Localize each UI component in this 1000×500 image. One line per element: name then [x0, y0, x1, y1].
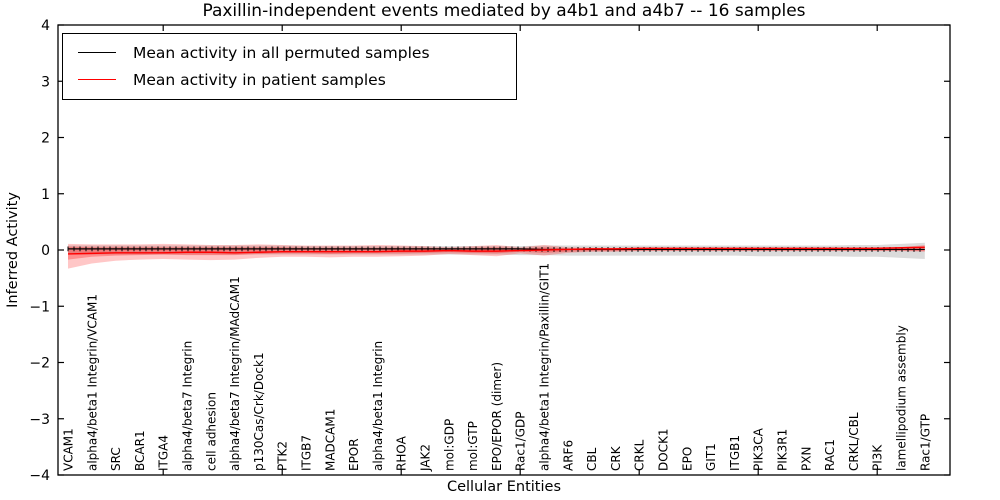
x-tick-label: CRK	[609, 445, 623, 471]
x-axis-label: Cellular Entities	[446, 479, 562, 495]
x-tick-label: DOCK1	[657, 428, 671, 471]
legend: Mean activity in all permuted samples Me…	[62, 33, 517, 100]
x-tick-label: RAC1	[823, 439, 837, 471]
x-tick-label: EPO	[680, 447, 694, 471]
legend-entry-patient: Mean activity in patient samples	[63, 66, 516, 93]
x-tick-label: lamellipodium assembly	[895, 325, 909, 471]
y-tick-label: 1	[41, 187, 50, 203]
y-axis-label: Inferred Activity	[5, 192, 21, 308]
x-tick-label: ITGB7	[300, 435, 314, 471]
legend-label: Mean activity in patient samples	[133, 70, 386, 89]
x-tick-label: MADCAM1	[323, 409, 337, 471]
x-tick-label: alpha4/beta7 Integrin/MAdCAM1	[228, 276, 242, 471]
x-tick-label: EPOR	[347, 438, 361, 471]
y-tick-label: −2	[29, 356, 50, 372]
x-tick-label: alpha4/beta1 Integrin	[371, 341, 385, 471]
legend-line-sample-red	[78, 79, 116, 80]
x-tick-label: EPO/EPOR (dimer)	[490, 362, 504, 471]
legend-label: Mean activity in all permuted samples	[133, 43, 430, 62]
y-tick-label: 0	[41, 243, 50, 259]
y-tick-label: 3	[41, 74, 50, 90]
x-tick-label: RHOA	[395, 435, 409, 471]
x-tick-label: alpha4/beta1 Integrin/Paxillin/GIT1	[538, 263, 552, 471]
y-tick-label: −4	[29, 468, 50, 484]
legend-entry-permuted: Mean activity in all permuted samples	[63, 39, 516, 66]
y-tick-label: 4	[41, 18, 50, 34]
x-tick-label: Rac1/GDP	[514, 412, 528, 471]
x-tick-label: CRKL/CBL	[847, 412, 861, 471]
x-tick-label: CBL	[585, 447, 599, 471]
x-tick-label: BCAR1	[133, 430, 147, 471]
x-tick-label: PXN	[799, 447, 813, 471]
x-tick-label: PI3K	[871, 444, 885, 471]
legend-line-sample-black	[78, 52, 116, 53]
chart-title: Paxillin-independent events mediated by …	[202, 1, 806, 21]
x-tick-label: p130Cas/Crk/Dock1	[252, 352, 266, 471]
y-tick-label: −3	[29, 412, 50, 428]
y-tick-label: 2	[41, 131, 50, 147]
x-tick-label: cell adhesion	[204, 392, 218, 471]
x-tick-label: alpha4/beta1 Integrin/VCAM1	[85, 294, 99, 471]
x-tick-label: VCAM1	[62, 428, 76, 471]
x-tick-label: ITGB1	[728, 435, 742, 471]
x-tick-label: PTK2	[276, 441, 290, 471]
x-tick-label: Rac1/GTP	[918, 414, 932, 471]
x-tick-label: mol:GTP	[466, 421, 480, 471]
x-tick-label: SRC	[109, 447, 123, 471]
x-tick-label: PIK3R1	[776, 429, 790, 471]
patient-mean-line	[67, 246, 925, 255]
x-tick-label: PIK3CA	[752, 427, 766, 471]
x-tick-label: CRKL	[633, 439, 647, 471]
x-tick-label: ARF6	[561, 440, 575, 471]
x-tick-label: ITGA4	[157, 435, 171, 471]
y-tick-label: −1	[29, 299, 50, 315]
x-tick-label: GIT1	[704, 443, 718, 471]
x-tick-label: mol:GDP	[442, 419, 456, 471]
x-tick-label: JAK2	[419, 444, 433, 472]
x-tick-label: alpha4/beta7 Integrin	[181, 341, 195, 471]
